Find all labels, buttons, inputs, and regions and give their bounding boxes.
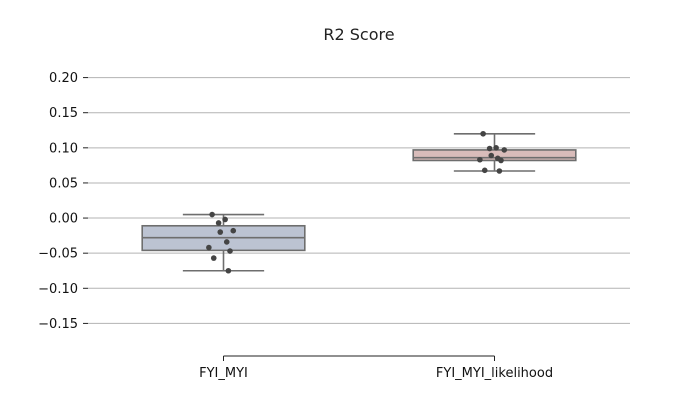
boxes xyxy=(141,130,577,274)
data-point xyxy=(230,227,237,234)
data-point xyxy=(488,152,495,159)
data-point xyxy=(498,157,504,164)
box-FYI_MYI xyxy=(141,211,306,274)
x-tick-label: FYI_MYI_likelihood xyxy=(436,366,553,381)
data-point xyxy=(209,211,215,218)
box-FYI_MYI_likelihood xyxy=(412,130,577,174)
y-tick-label: −0.05 xyxy=(38,247,78,262)
y-axis: 0.20 0.15 0.10 0.05 0.00 −0.05 −0.10 −0.15 xyxy=(38,71,88,332)
data-point xyxy=(206,244,212,251)
data-point xyxy=(227,248,233,254)
box-iqr xyxy=(412,149,577,162)
data-point xyxy=(222,216,228,223)
y-tick-label: 0.15 xyxy=(49,106,78,121)
data-point xyxy=(480,130,486,137)
data-point xyxy=(486,145,493,152)
gridlines xyxy=(88,77,630,324)
data-point xyxy=(210,255,217,261)
y-tick-label: 0.20 xyxy=(49,71,78,86)
x-axis: FYI_MYI FYI_MYI_likelihood xyxy=(199,355,553,381)
y-tick-label: −0.10 xyxy=(38,282,78,297)
data-point xyxy=(223,239,230,245)
data-point xyxy=(481,167,488,174)
data-point xyxy=(215,220,222,226)
data-point xyxy=(496,168,503,174)
data-point xyxy=(501,147,508,153)
data-point xyxy=(493,145,499,151)
chart-title: R2 Score xyxy=(323,25,394,44)
data-point xyxy=(225,267,232,274)
y-tick-label: −0.15 xyxy=(38,317,78,332)
y-tick-label: 0.00 xyxy=(49,212,78,227)
y-tick-label: 0.10 xyxy=(49,141,78,156)
data-point xyxy=(217,229,224,235)
y-tick-label: 0.05 xyxy=(49,176,78,191)
x-tick-label: FYI_MYI xyxy=(199,366,248,381)
data-point xyxy=(477,156,483,163)
